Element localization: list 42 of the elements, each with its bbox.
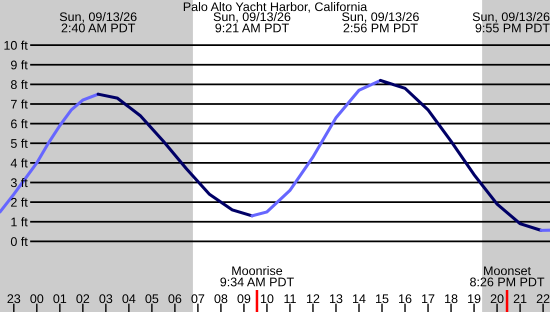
y-tick-label: 7 ft: [11, 99, 28, 109]
x-tick-label: 07: [191, 294, 204, 304]
x-tick-label: 02: [76, 294, 90, 304]
x-tick-label: 14: [353, 294, 366, 304]
x-tick-label: 11: [284, 294, 296, 304]
x-tick-label: 15: [376, 294, 388, 304]
ref-line-label: Moonrise 9:34 AM PDT: [220, 266, 294, 286]
y-tick-label: 2 ft: [11, 198, 28, 207]
x-tick-label: 04: [122, 294, 136, 304]
x-tick-label: 09: [237, 294, 250, 304]
x-tick-label: 05: [145, 294, 158, 304]
annotation: Sun, 09/13/26 9:55 PM PDT: [472, 12, 550, 32]
x-tick-label: 12: [306, 294, 320, 304]
y-tick-label: 5 ft: [10, 138, 28, 148]
x-tick-label: 21: [514, 294, 526, 304]
x-tick-label: 22: [536, 294, 550, 304]
y-tick-label: 8 ft: [10, 80, 28, 90]
x-tick-label: 06: [168, 294, 182, 304]
y-tick-label: 9 ft: [10, 60, 28, 70]
x-tick-label: 01: [53, 294, 66, 304]
y-tick-label: 3 ft: [10, 178, 28, 188]
x-tick-label: 16: [399, 294, 412, 304]
y-tick-label: 4 ft: [10, 158, 28, 168]
x-tick-label: 00: [30, 294, 44, 304]
x-tick-label: 13: [330, 294, 342, 304]
ref-line-label: Moonset 8:26 PM PDT: [470, 266, 544, 286]
chart-title: Palo Alto Yacht Harbor, California: [184, 2, 368, 13]
annotation: Sun, 09/13/26 2:40 AM PDT: [60, 12, 137, 32]
y-tick-label: 10 ft: [4, 40, 28, 50]
x-tick-label: 03: [99, 294, 112, 304]
y-tick-label: 6 ft: [11, 119, 28, 128]
x-tick-label: 20: [490, 294, 504, 304]
y-tick-label: 1 ft: [11, 217, 28, 226]
x-tick-label: 18: [445, 294, 458, 304]
x-tick-label: 19: [468, 294, 480, 304]
x-tick-label: 17: [422, 294, 434, 304]
x-tick-label: 08: [214, 294, 228, 304]
annotation: Sun, 09/13/26 2:56 PM PDT: [342, 12, 419, 32]
x-tick-label: 10: [260, 294, 274, 304]
annotation: Sun, 09/13/26 9:21 AM PDT: [214, 12, 290, 32]
x-tick-label: 23: [7, 294, 20, 304]
y-tick-label: 0 ft: [10, 236, 28, 246]
